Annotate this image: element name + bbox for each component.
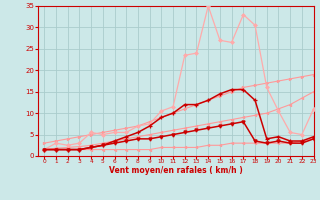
- X-axis label: Vent moyen/en rafales ( km/h ): Vent moyen/en rafales ( km/h ): [109, 166, 243, 175]
